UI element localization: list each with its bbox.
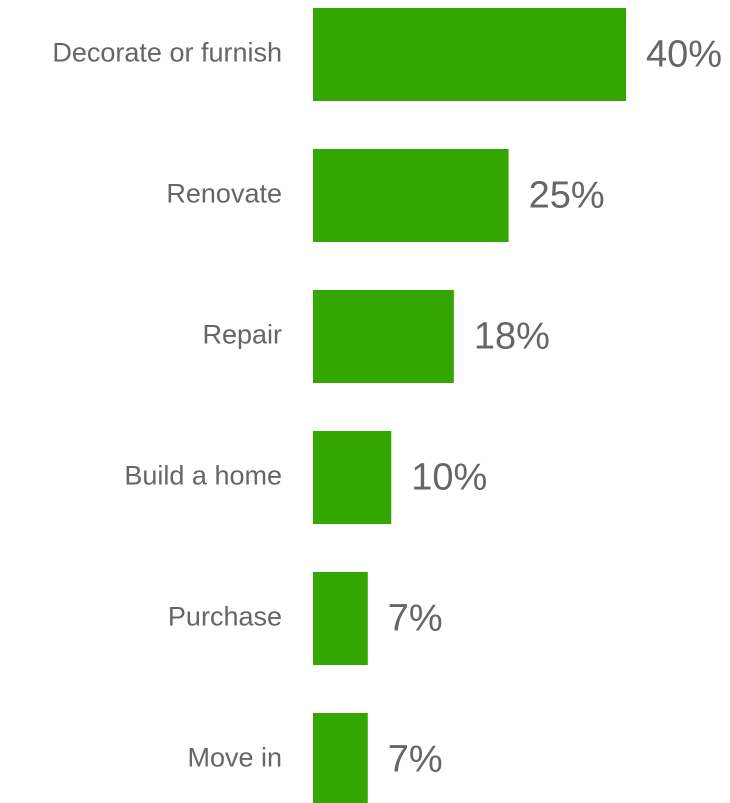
category-label: Renovate xyxy=(166,179,282,209)
bar xyxy=(313,431,392,524)
category-label: Purchase xyxy=(168,602,282,632)
value-label: 18% xyxy=(474,316,550,358)
bar xyxy=(313,149,509,242)
bar xyxy=(313,713,368,803)
value-label: 10% xyxy=(411,457,487,499)
value-label: 40% xyxy=(646,34,722,76)
category-label: Build a home xyxy=(124,461,282,491)
bar xyxy=(313,290,454,383)
category-label: Decorate or furnish xyxy=(52,38,282,68)
bar xyxy=(313,572,368,665)
category-label: Repair xyxy=(202,320,282,350)
value-label: 7% xyxy=(388,739,443,781)
value-label: 25% xyxy=(529,175,605,217)
category-label: Move in xyxy=(187,743,282,773)
bar xyxy=(313,8,626,101)
value-label: 7% xyxy=(388,598,443,640)
